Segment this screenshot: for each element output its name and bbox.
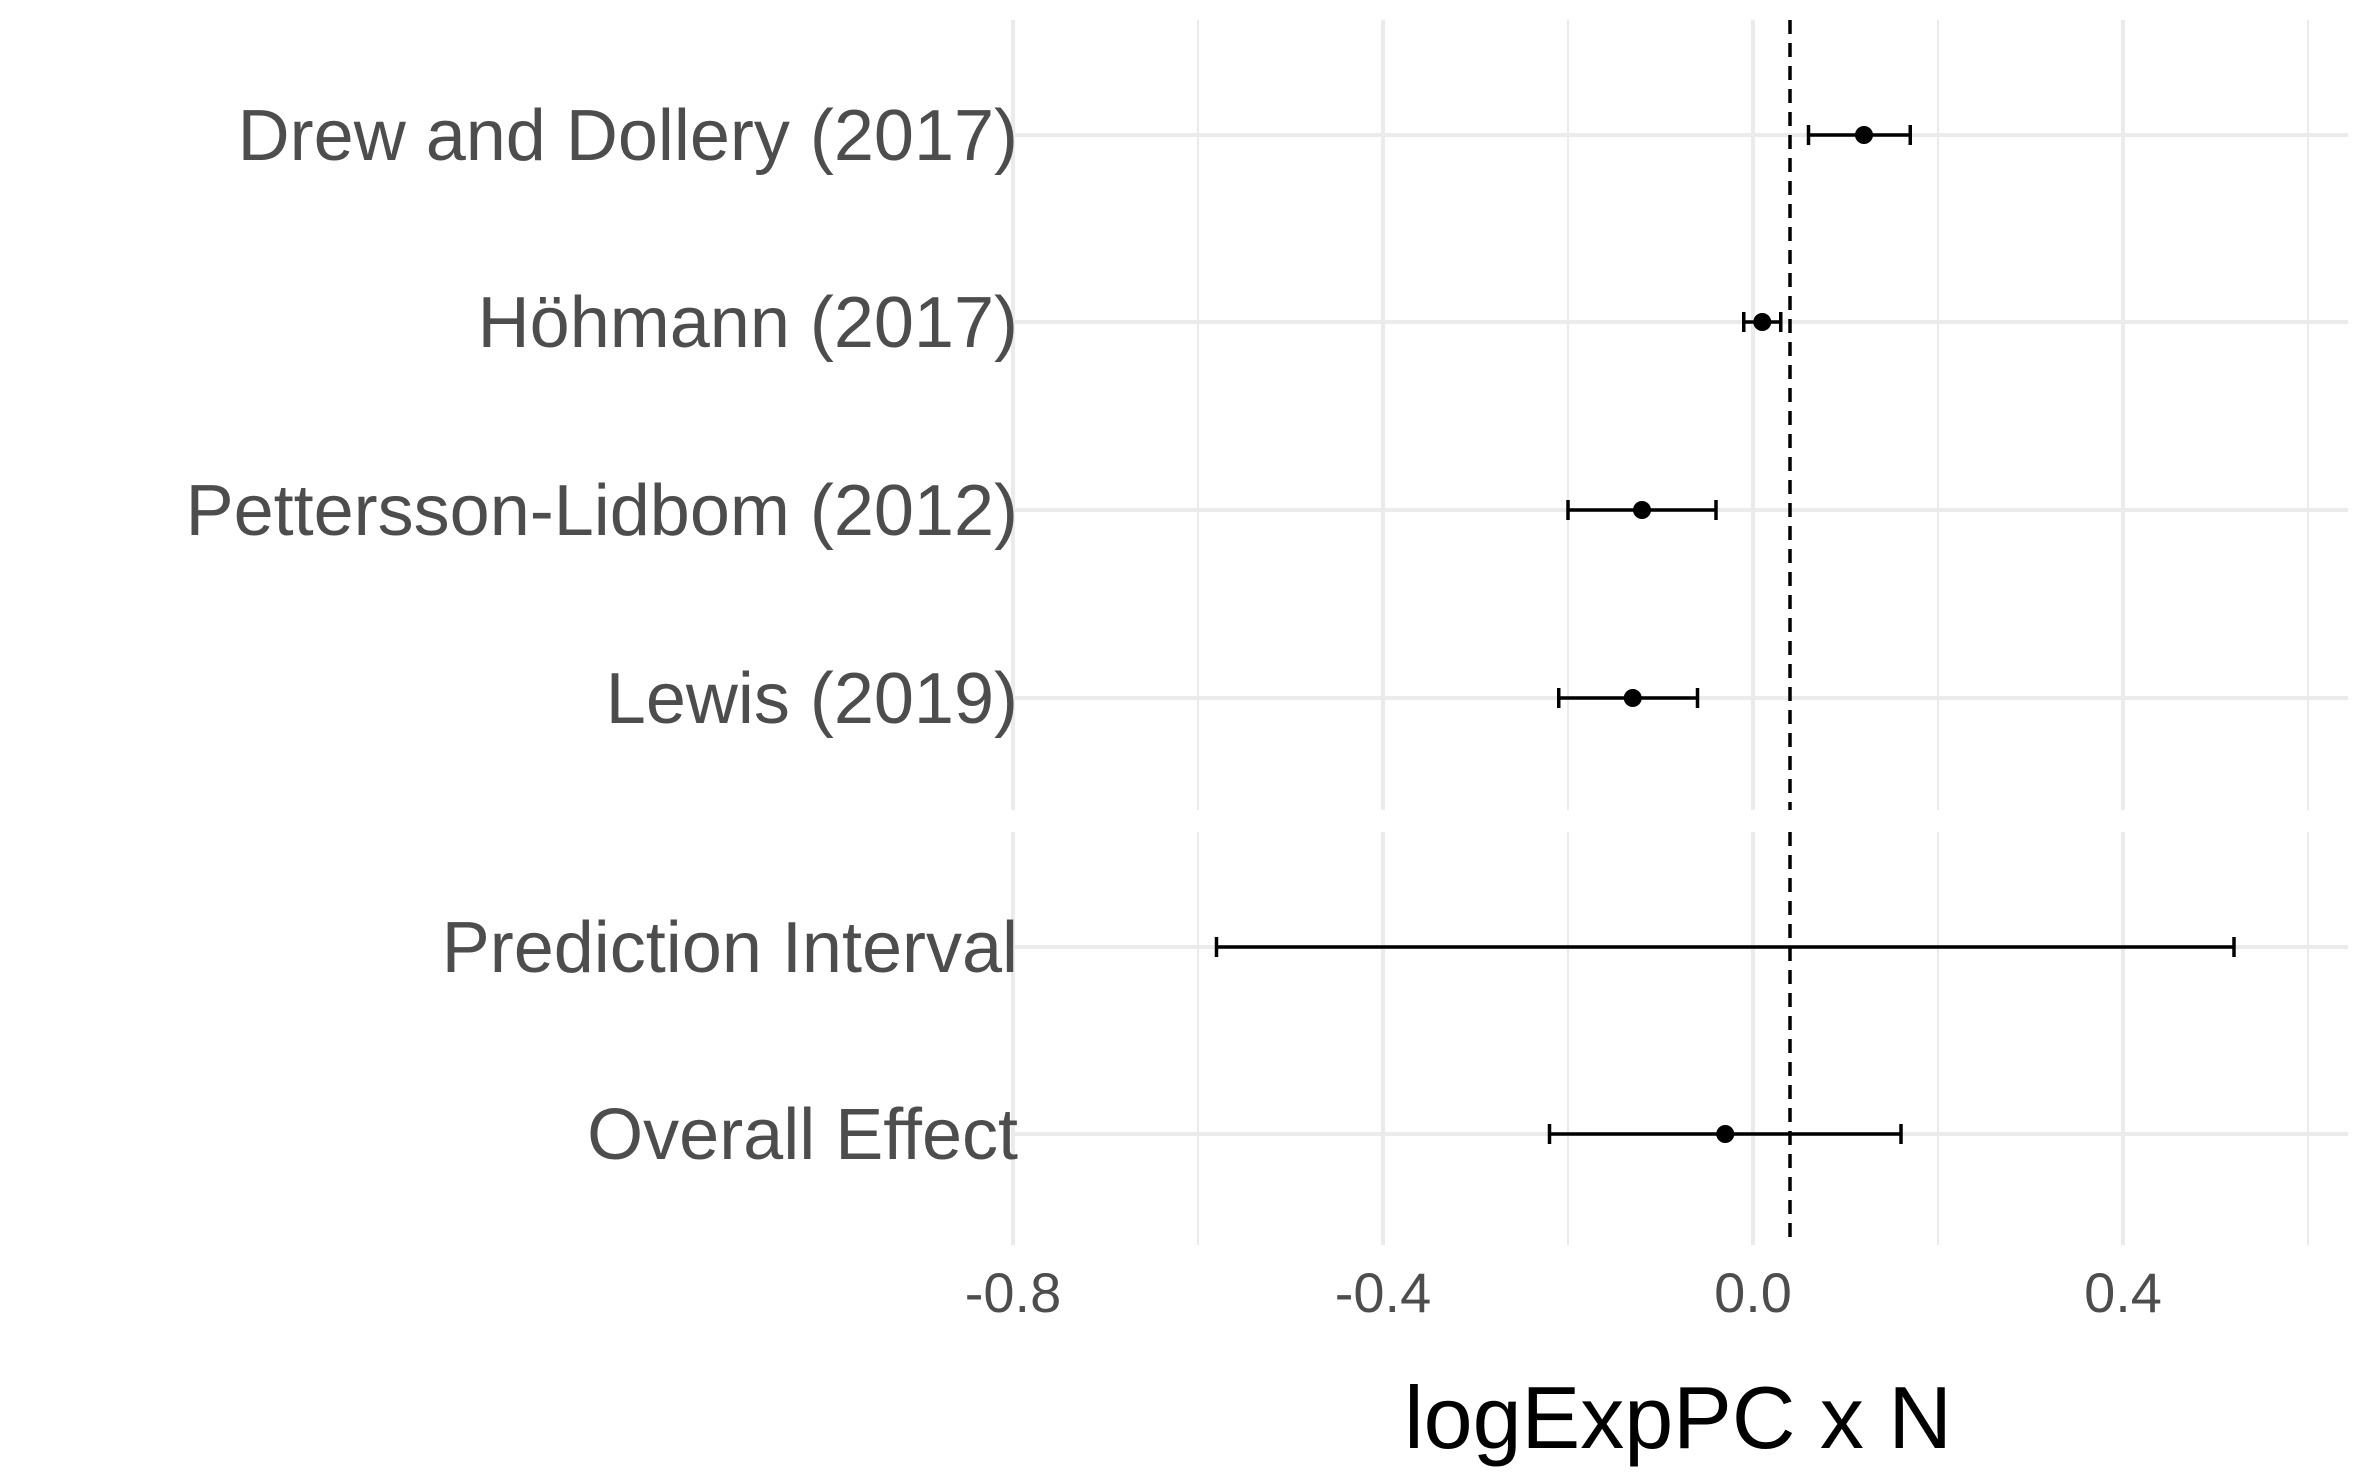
study-label-0-0: Drew and Dollery (2017) [238,96,1018,176]
study-label-0-3: Lewis (2019) [606,659,1018,739]
x-tick-label-0: -0.8 [965,1261,1062,1324]
study-label-0-1: Höhmann (2017) [478,283,1018,363]
interval-marks [1214,125,2236,1144]
study-labels: Drew and Dollery (2017) Höhmann (2017) Pet… [186,96,1018,1175]
x-axis-ticks: -0.8 -0.4 0.0 0.4 [965,1261,2162,1324]
point-estimate-1-1 [1716,1125,1735,1143]
point-estimate-0-2 [1633,501,1651,519]
study-label-0-2: Pettersson-Lidbom (2012) [186,471,1018,551]
study-label-1-0: Prediction Interval [442,908,1018,988]
x-tick-label-3: 0.4 [2084,1261,2162,1324]
point-estimate-0-0 [1855,126,1873,144]
x-axis-title: logExpPC x N [1404,1368,1952,1467]
point-estimate-0-1 [1753,313,1772,331]
point-estimate-0-3 [1623,689,1642,707]
x-tick-label-1: -0.4 [1335,1261,1432,1324]
study-label-1-1: Overall Effect [587,1095,1018,1175]
gridlines [1011,20,2348,1245]
x-tick-label-2: 0.0 [1714,1261,1792,1324]
